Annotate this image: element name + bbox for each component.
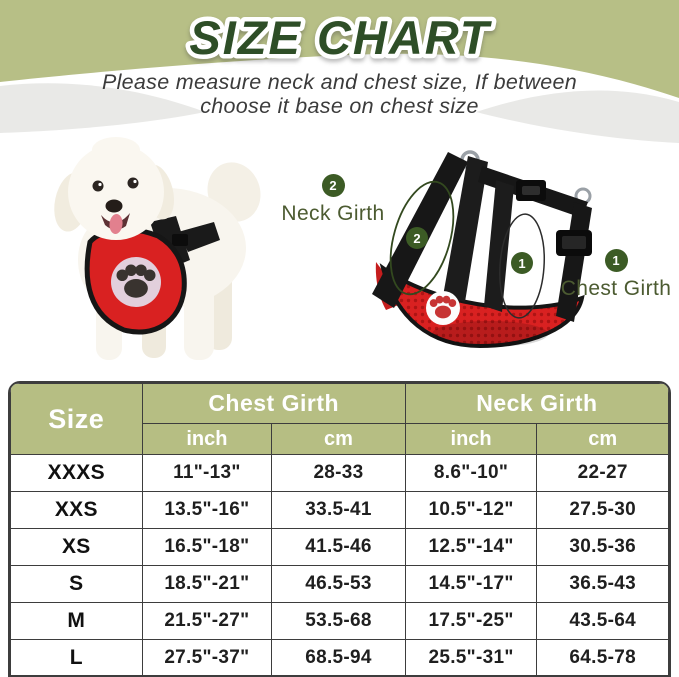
size-table-grid: Size Chest Girth Neck Girth inch cm inch… bbox=[10, 383, 669, 675]
dog-illustration bbox=[54, 137, 261, 360]
neck-girth-number-badge: 2 bbox=[321, 174, 345, 197]
neck-cm-cell: 30.5-36 bbox=[536, 528, 669, 566]
neck-inch-cell: 14.5"-17" bbox=[404, 565, 538, 603]
paw-icon bbox=[429, 295, 457, 319]
neck-cm-cell: 36.5-43 bbox=[536, 565, 669, 603]
neck-girth-label: 2 Neck Girth bbox=[268, 174, 398, 226]
green-banner-shape bbox=[0, 0, 679, 98]
chest-inch-cell: 16.5"-18" bbox=[141, 528, 273, 566]
dog-eye bbox=[92, 180, 104, 192]
neck-cm-cell: 27.5-30 bbox=[536, 491, 669, 529]
chest-girth-label: 1 Chest Girth bbox=[551, 249, 679, 301]
chest-inch-cell: 13.5"-16" bbox=[141, 491, 273, 529]
neck-cm-cell: 43.5-64 bbox=[536, 602, 669, 640]
table-row: M 21.5"-27" 53.5-68 17.5"-25" 43.5-64 bbox=[10, 602, 669, 640]
neck-inch-cell: 8.6"-10" bbox=[404, 454, 538, 492]
table-row: XXXS 11"-13" 28-33 8.6"-10" 22-27 bbox=[10, 454, 669, 492]
size-cell: M bbox=[10, 602, 143, 640]
neck-inch-cell: 10.5"-12" bbox=[404, 491, 538, 529]
neck-girth-badge-on-harness: 2 bbox=[406, 227, 428, 249]
neck-inch-cell: 25.5"-31" bbox=[404, 639, 538, 675]
header-size: Size bbox=[10, 383, 143, 455]
dog-photo bbox=[54, 137, 261, 360]
neck-cm-cell: 22-27 bbox=[536, 454, 669, 492]
neck-inch-cell: 12.5"-14" bbox=[404, 528, 538, 566]
chest-cm-cell: 46.5-53 bbox=[271, 565, 406, 603]
paw-icon bbox=[116, 264, 156, 298]
neck-girth-ring bbox=[389, 180, 455, 296]
size-cell: S bbox=[10, 565, 143, 603]
table-row: L 27.5"-37" 68.5-94 25.5"-31" 64.5-78 bbox=[10, 639, 669, 675]
gray-curve-left bbox=[0, 83, 205, 133]
size-cell: XXS bbox=[10, 491, 143, 529]
table-row: XXS 13.5"-16" 33.5-41 10.5"-12" 27.5-30 bbox=[10, 491, 669, 529]
chest-cm-cell: 41.5-46 bbox=[271, 528, 406, 566]
chest-cm-cell: 28-33 bbox=[271, 454, 406, 492]
subtitle-line-1: Please measure neck and chest size, If b… bbox=[101, 70, 578, 94]
header-neck-cm: cm bbox=[536, 423, 669, 455]
chest-cm-cell: 53.5-68 bbox=[271, 602, 406, 640]
chest-girth-text: Chest Girth bbox=[560, 277, 672, 300]
title-banner: SIZE CHART bbox=[185, 7, 495, 69]
chest-girth-ring bbox=[499, 213, 545, 319]
chest-girth-badge-on-harness: 1 bbox=[511, 252, 533, 274]
chest-cm-cell: 68.5-94 bbox=[271, 639, 406, 675]
gray-curve-right bbox=[476, 90, 679, 143]
chest-inch-cell: 18.5"-21" bbox=[141, 565, 273, 603]
dog-eye bbox=[127, 177, 139, 189]
size-table: Size Chest Girth Neck Girth inch cm inch… bbox=[8, 381, 671, 677]
header-chest-inch: inch bbox=[141, 423, 273, 455]
header-banner-background bbox=[0, 0, 679, 150]
chest-girth-number-badge: 1 bbox=[604, 249, 628, 272]
size-cell: XS bbox=[10, 528, 143, 566]
chest-inch-cell: 27.5"-37" bbox=[141, 639, 273, 675]
neck-girth-text: Neck Girth bbox=[281, 202, 385, 225]
header-chest-girth: Chest Girth bbox=[141, 383, 406, 424]
dog-tongue bbox=[109, 214, 123, 234]
size-cell: XXXS bbox=[10, 454, 143, 492]
header-chest-cm: cm bbox=[271, 423, 406, 455]
header-neck-girth: Neck Girth bbox=[404, 383, 669, 424]
neck-inch-cell: 17.5"-25" bbox=[404, 602, 538, 640]
page-title: SIZE CHART bbox=[189, 11, 492, 64]
neck-cm-cell: 64.5-78 bbox=[536, 639, 669, 675]
size-cell: L bbox=[10, 639, 143, 675]
table-row: XS 16.5"-18" 41.5-46 12.5"-14" 30.5-36 bbox=[10, 528, 669, 566]
chest-inch-cell: 11"-13" bbox=[141, 454, 273, 492]
chest-inch-cell: 21.5"-27" bbox=[141, 602, 273, 640]
header-neck-inch: inch bbox=[404, 423, 538, 455]
dog-nose bbox=[105, 199, 123, 213]
subtitle-line-2: choose it base on chest size bbox=[200, 94, 479, 118]
chest-cm-cell: 33.5-41 bbox=[271, 491, 406, 529]
subtitle: Please measure neck and chest size, If b… bbox=[0, 70, 679, 118]
table-row: S 18.5"-21" 46.5-53 14.5"-17" 36.5-43 bbox=[10, 565, 669, 603]
